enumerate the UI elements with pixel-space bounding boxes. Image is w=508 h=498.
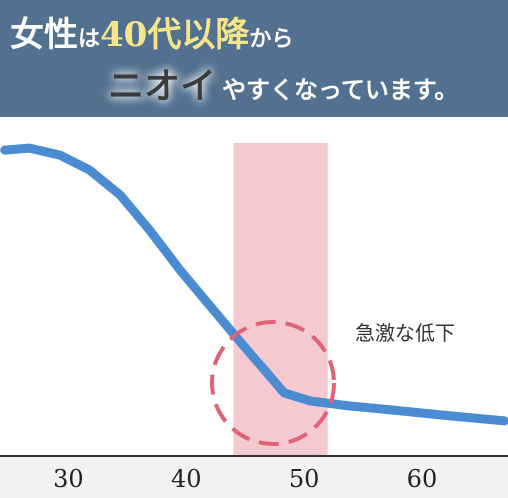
- subtitle-part: やすくなっています。: [222, 75, 458, 104]
- plot: [0, 143, 508, 456]
- title-part: 女性: [10, 15, 78, 55]
- x-tick-label: 30: [53, 465, 84, 493]
- title-part: から: [249, 26, 293, 52]
- axis-band: [0, 456, 508, 498]
- title: 女性は40代以降から: [10, 15, 293, 55]
- x-tick-label: 40: [171, 465, 202, 493]
- highlight-circle: [210, 320, 336, 446]
- title-part: は: [78, 26, 100, 52]
- header-bg: [0, 0, 508, 117]
- subtitle: ニオイ やすくなっています。: [108, 65, 458, 107]
- annotation: 急激な低下: [355, 321, 455, 345]
- subtitle-part: ニオイ: [108, 65, 216, 107]
- x-tick-label: 60: [407, 465, 438, 493]
- highlight-band: [233, 143, 328, 456]
- line: [0, 143, 508, 426]
- title-part: 40代以降: [100, 15, 250, 55]
- x-tick-label: 50: [289, 465, 320, 493]
